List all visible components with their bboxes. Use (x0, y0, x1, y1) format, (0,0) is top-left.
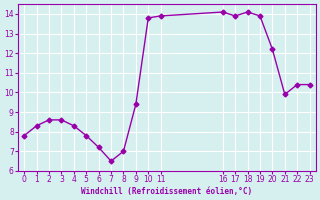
X-axis label: Windchill (Refroidissement éolien,°C): Windchill (Refroidissement éolien,°C) (81, 187, 252, 196)
